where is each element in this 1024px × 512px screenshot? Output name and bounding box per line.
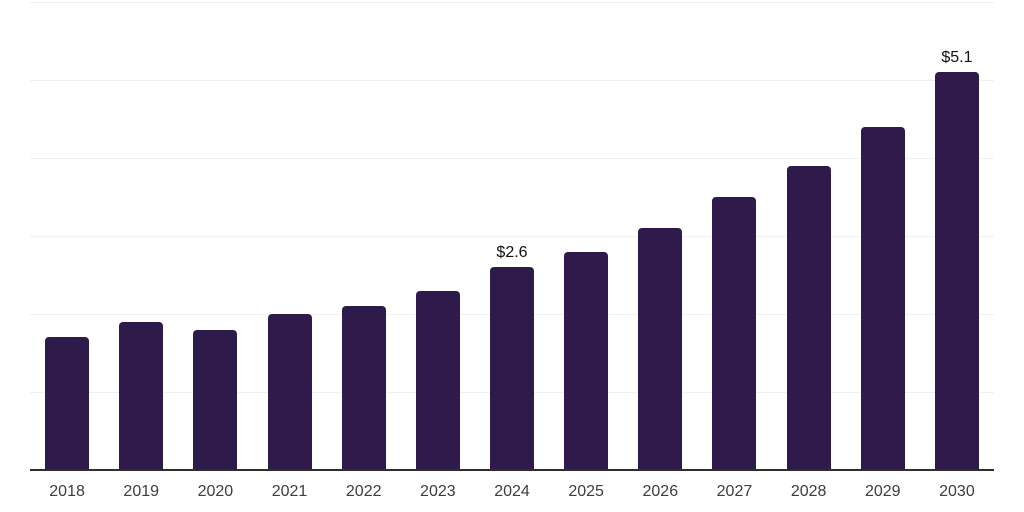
x-tick-label-2029: 2029 bbox=[864, 483, 901, 500]
x-axis-line bbox=[30, 469, 994, 471]
x-tick-label-2024: 2024 bbox=[494, 483, 530, 500]
x-tick-label-2019: 2019 bbox=[123, 483, 160, 500]
x-tick-label-2025: 2025 bbox=[568, 483, 604, 500]
bar-2030 bbox=[935, 72, 979, 470]
bar-2018 bbox=[45, 337, 89, 470]
x-tick-label-2030: 2030 bbox=[939, 483, 975, 500]
bar-2025 bbox=[564, 252, 608, 470]
x-tick-label-2028: 2028 bbox=[790, 483, 827, 500]
bar-2029 bbox=[861, 127, 905, 470]
data-label-2030: $5.1 bbox=[941, 49, 973, 66]
x-tick-label-2027: 2027 bbox=[716, 483, 753, 500]
x-tick-label-2026: 2026 bbox=[642, 483, 679, 500]
gridline-y-4 bbox=[30, 158, 994, 159]
x-tick-label-2020: 2020 bbox=[197, 483, 234, 500]
gridline-y-5 bbox=[30, 80, 994, 81]
x-tick-label-2021: 2021 bbox=[271, 483, 308, 500]
bar-2019 bbox=[119, 322, 163, 470]
data-label-2024: $2.6 bbox=[496, 244, 528, 261]
gridline-y-6 bbox=[30, 2, 994, 3]
gridline-y-3 bbox=[30, 236, 994, 237]
x-tick-label-2023: 2023 bbox=[420, 483, 456, 500]
bar-2023 bbox=[416, 291, 460, 470]
bar-2024 bbox=[490, 267, 534, 470]
x-tick-label-2022: 2022 bbox=[345, 483, 382, 500]
bar-2020 bbox=[193, 330, 237, 470]
bar-2022 bbox=[342, 306, 386, 470]
bar-2021 bbox=[268, 314, 312, 470]
bar-2026 bbox=[638, 228, 682, 470]
x-tick-label-2018: 2018 bbox=[49, 483, 85, 500]
bar-2028 bbox=[787, 166, 831, 470]
bar-2027 bbox=[712, 197, 756, 470]
